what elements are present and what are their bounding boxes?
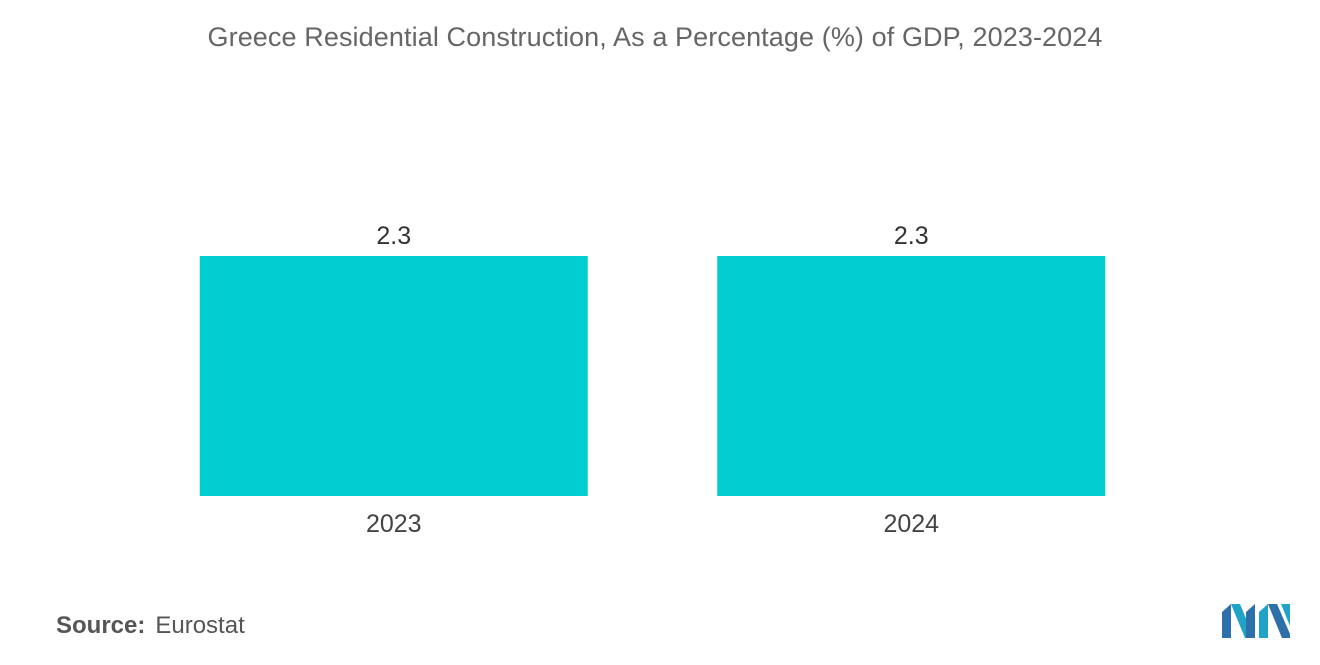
bar-2024 [717, 256, 1106, 496]
x-tick-label-2024: 2024 [883, 510, 939, 538]
chart-title: Greece Residential Construction, As a Pe… [207, 22, 1103, 52]
brand-logo-icon [1222, 604, 1290, 638]
bar-2023 [199, 256, 588, 496]
source-value: Eurostat [155, 612, 245, 639]
source-note: Source: Eurostat [56, 612, 245, 640]
data-label-2024: 2.3 [894, 222, 929, 250]
data-label-2023: 2.3 [376, 222, 411, 250]
x-tick-label-2023: 2023 [366, 510, 422, 538]
source-label: Source: [56, 612, 146, 639]
